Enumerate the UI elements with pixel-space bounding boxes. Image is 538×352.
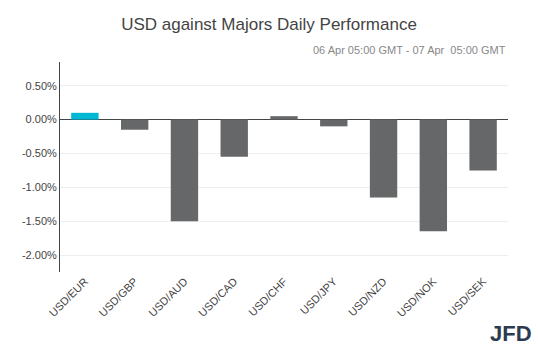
svg-text:0.00%: 0.00% [26,113,57,125]
svg-text:USD against Majors Daily Perfo: USD against Majors Daily Performance [121,15,417,34]
svg-text:USD/NOK: USD/NOK [395,275,439,319]
svg-text:USD/JPY: USD/JPY [298,275,340,317]
svg-text:USD/AUD: USD/AUD [146,275,190,319]
svg-text:0.50%: 0.50% [26,80,57,92]
svg-text:USD/SEK: USD/SEK [446,275,489,318]
svg-text:-2.00%: -2.00% [22,249,57,261]
svg-text:USD/NZD: USD/NZD [346,275,389,318]
svg-text:USD/EUR: USD/EUR [47,275,91,319]
svg-text:-1.50%: -1.50% [22,215,57,227]
svg-text:USD/GBP: USD/GBP [96,275,139,318]
svg-text:USD/CAD: USD/CAD [196,275,240,319]
svg-text:JFD: JFD [490,321,532,346]
svg-text:06 Apr 05:00 GMT - 07 Apr 05:: 06 Apr 05:00 GMT - 07 Apr 05:00 GMT [313,44,506,56]
svg-text:-1.00%: -1.00% [22,181,57,193]
svg-text:USD/CHF: USD/CHF [246,275,289,318]
svg-text:-0.50%: -0.50% [22,147,57,159]
